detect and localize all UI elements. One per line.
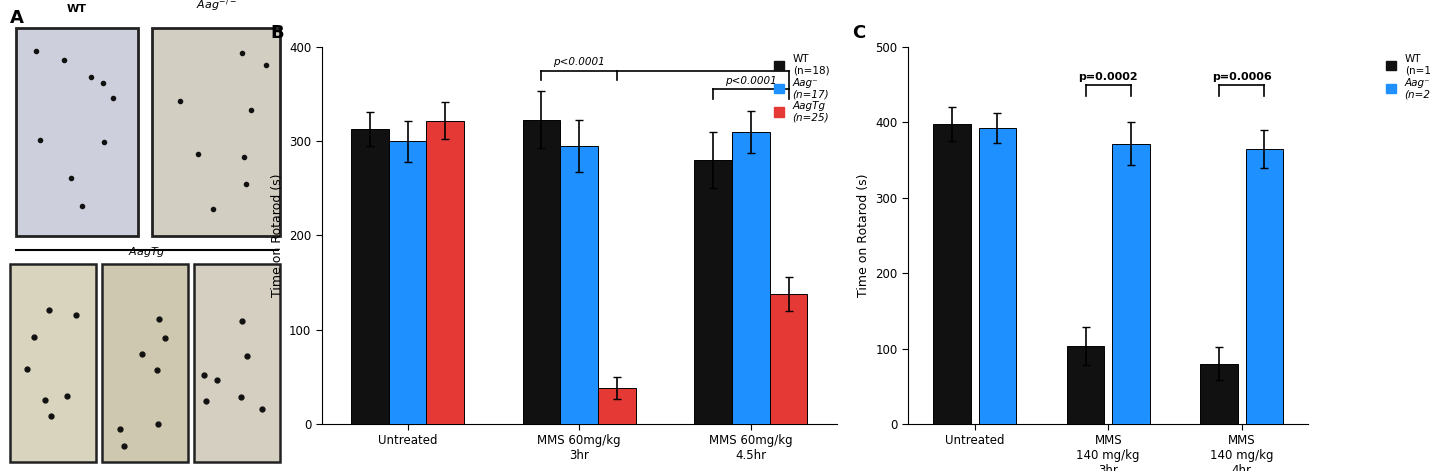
- Bar: [1200, 364, 1238, 424]
- Text: C: C: [852, 24, 865, 42]
- Bar: [350, 129, 389, 424]
- FancyBboxPatch shape: [16, 28, 139, 236]
- FancyBboxPatch shape: [194, 264, 280, 462]
- Legend: WT
(n=18), Aag⁻
(n=17), AagTg
(n=25): WT (n=18), Aag⁻ (n=17), AagTg (n=25): [772, 52, 831, 124]
- Bar: [978, 128, 1017, 424]
- FancyBboxPatch shape: [102, 264, 189, 462]
- Bar: [732, 132, 769, 424]
- Bar: [1067, 346, 1104, 424]
- Text: B: B: [270, 24, 285, 42]
- Text: $\mathit{AagTg}$: $\mathit{AagTg}$: [127, 245, 166, 259]
- Y-axis label: Time on Rotarod (s): Time on Rotarod (s): [270, 174, 283, 297]
- Bar: [1113, 144, 1150, 424]
- Bar: [522, 120, 561, 424]
- Text: $\mathit{Aag}^{-/-}$: $\mathit{Aag}^{-/-}$: [196, 0, 237, 14]
- FancyBboxPatch shape: [10, 264, 96, 462]
- Text: A: A: [10, 9, 24, 27]
- Text: WT: WT: [67, 4, 87, 14]
- Text: p<0.0001: p<0.0001: [553, 57, 605, 67]
- Bar: [598, 388, 636, 424]
- FancyBboxPatch shape: [152, 28, 280, 236]
- Text: p<0.0001: p<0.0001: [725, 76, 776, 86]
- Bar: [694, 160, 732, 424]
- Y-axis label: Time on Rotarod (s): Time on Rotarod (s): [857, 174, 869, 297]
- Bar: [389, 141, 426, 424]
- Text: p=0.0006: p=0.0006: [1211, 72, 1271, 82]
- Bar: [561, 146, 598, 424]
- Bar: [769, 294, 808, 424]
- Legend: WT
(n=17), Aag⁻
(n=22): WT (n=17), Aag⁻ (n=22): [1384, 52, 1430, 101]
- Bar: [934, 124, 971, 424]
- Bar: [1246, 149, 1283, 424]
- Bar: [426, 121, 465, 424]
- Text: p=0.0002: p=0.0002: [1078, 72, 1138, 82]
